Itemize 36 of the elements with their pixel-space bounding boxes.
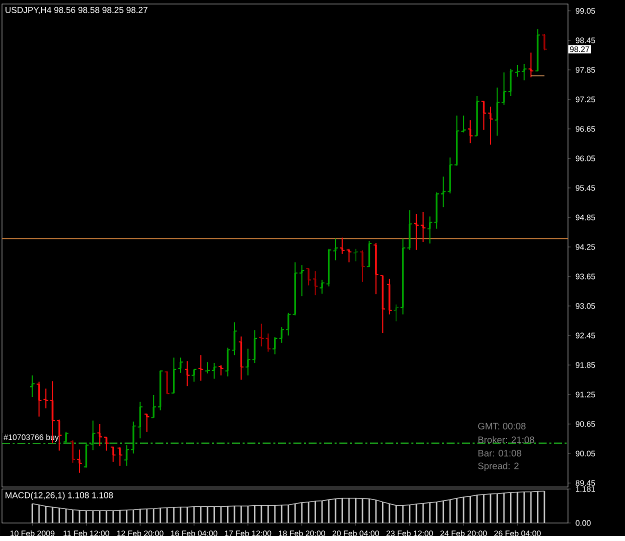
annotation: Broker: 21:08 [478,436,534,444]
y-tick-label: 89.45 [576,480,596,486]
y-tick-label: 1.181 [576,486,595,492]
x-tick-label: 23 Feb 12:00 [386,530,433,536]
y-tick-label: 95.45 [576,185,596,191]
y-tick-label: 94.25 [576,244,596,250]
y-tick-label: 90.05 [576,450,596,457]
annotation: Spread: 2 [478,462,519,472]
x-tick-label: 10 Feb 2009 [10,530,54,536]
x-tick-label: 16 Feb 04:00 [171,530,218,536]
y-tick-label: 97.85 [576,67,596,73]
text: 98.27 [570,46,590,52]
annotation: GMT: 00:08 [478,422,526,430]
y-tick-label: 96.65 [576,126,596,132]
y-tick-label: 99.05 [576,8,596,14]
y-tick-label: 90.65 [576,421,596,428]
annotation: Bar: 01:08 [478,450,522,457]
y-tick-label: 94.85 [576,214,596,220]
y-tick-label: 98.45 [576,38,596,44]
x-tick-label: 18 Feb 20:00 [278,530,326,536]
x-tick-label: 11 Feb 12:00 [64,530,110,536]
chart-title: MACD(12,26,1) 1.108 1.108 [6,492,113,500]
y-tick-label: 92.45 [576,332,596,338]
x-tick-label: 26 Feb 04:00 [494,530,541,536]
x-tick-label: 12 Feb 20:00 [117,530,164,536]
y-tick-label: 97.25 [576,96,596,102]
y-tick-label: 91.85 [576,362,596,368]
x-tick-label: 20 Feb 04:00 [332,530,380,536]
x-tick-label: 17 Feb 12:00 [224,530,272,536]
x-tick-label: 24 Feb 20:00 [440,530,487,536]
y-tick-label: 91.25 [576,392,596,398]
y-tick-label: 0.00 [576,520,591,526]
y-tick-label: 93.05 [576,303,596,309]
chart-title: USDJPY,H4 98.56 98.58 98.25 98.27 [6,7,148,14]
y-tick-label: 93.65 [576,274,596,280]
y-tick-label: 96.05 [576,156,596,162]
